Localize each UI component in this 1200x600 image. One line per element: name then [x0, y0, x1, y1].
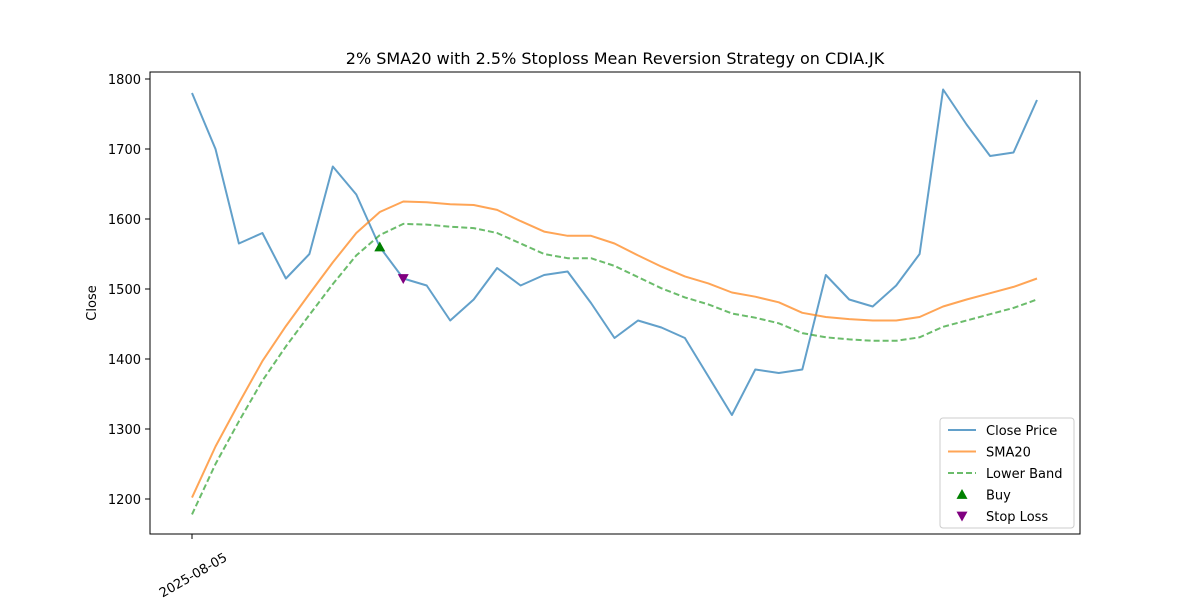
- chart-title: 2% SMA20 with 2.5% Stoploss Mean Reversi…: [346, 49, 885, 68]
- y-tick-label: 1400: [108, 353, 141, 368]
- x-axis: 2025-08-05: [157, 534, 230, 600]
- y-tick-label: 1800: [108, 73, 141, 88]
- series-layer: [191, 88, 1038, 515]
- legend-marker-buy: [956, 489, 968, 499]
- y-tick-label: 1500: [108, 283, 141, 298]
- marker-layer: [374, 241, 409, 284]
- x-tick-label: 2025-08-05: [157, 550, 230, 600]
- legend-label: Lower Band: [986, 467, 1062, 482]
- y-tick-label: 1300: [108, 423, 141, 438]
- y-axis: 1200 1300 1400 1500 1600 1700 1800: [108, 73, 150, 508]
- legend-marker-stop-loss: [956, 511, 968, 522]
- legend-label: Close Price: [986, 424, 1057, 439]
- plot-area: [149, 71, 1081, 535]
- plot-frame: [149, 71, 1081, 535]
- series-line-sma20: [191, 200, 1038, 499]
- series-line-lower-band: [191, 222, 1038, 515]
- y-tick-label: 1200: [108, 493, 141, 508]
- marker-stop-loss: [397, 274, 409, 284]
- series-line-close-price: [191, 88, 1038, 416]
- legend-label: SMA20: [986, 446, 1031, 461]
- legend: Close Price SMA20 Lower Band Buy Stop Loss: [939, 417, 1075, 529]
- y-axis-label: Close: [85, 285, 100, 320]
- marker-buy: [374, 241, 386, 252]
- y-tick-label: 1600: [108, 213, 141, 228]
- legend-label: Stop Loss: [986, 510, 1048, 525]
- y-tick-label: 1700: [108, 143, 141, 158]
- legend-frame: [939, 417, 1075, 529]
- legend-label: Buy: [986, 489, 1011, 504]
